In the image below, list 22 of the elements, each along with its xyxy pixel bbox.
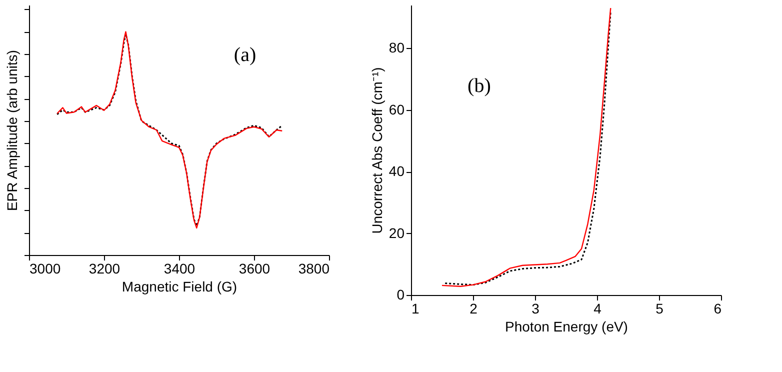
y-tick-label: 60 [388, 101, 405, 118]
x-tick-label: 1 [412, 300, 420, 316]
x-tick-label: 2 [470, 300, 478, 316]
x-tick-label: 4 [594, 300, 602, 316]
x-tick-label: 5 [656, 300, 664, 316]
x-tick-label: 6 [714, 300, 722, 316]
annotation: (a) [234, 44, 256, 66]
y-tick-label: 40 [388, 163, 405, 180]
x-tick-label: 3200 [88, 260, 120, 276]
y-axis-title: Uncorrect Abs Coeff (cm⁻¹) [368, 67, 385, 234]
y-tick-label: 20 [388, 224, 405, 241]
x-tick-label: 3 [532, 300, 540, 316]
x-tick-label: 3800 [298, 260, 330, 276]
y-axis-title: EPR Amplitude (arb units) [4, 50, 20, 212]
annotation: (b) [468, 75, 491, 98]
y-tick-label: 0 [396, 286, 405, 302]
x-tick-label: 3000 [30, 260, 61, 276]
x-tick-label: 3400 [164, 260, 196, 276]
x-axis-title: Magnetic Field (G) [122, 278, 238, 294]
x-axis-title: Photon Energy (eV) [505, 318, 628, 334]
x-tick-label: 3600 [238, 260, 270, 276]
y-tick-label: 80 [388, 40, 405, 56]
